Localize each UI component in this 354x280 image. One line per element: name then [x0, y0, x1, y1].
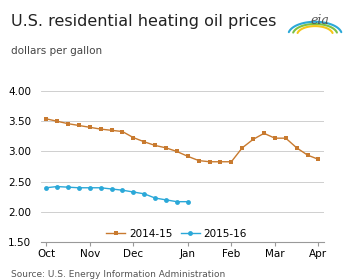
2014-15 [273, 136, 277, 140]
Text: Source: U.S. Energy Information Administration: Source: U.S. Energy Information Administ… [11, 270, 225, 279]
2014-15 [109, 129, 114, 132]
Text: dollars per gallon: dollars per gallon [11, 46, 102, 56]
2014-15 [185, 155, 190, 158]
Line: 2014-15: 2014-15 [44, 116, 321, 164]
2014-15 [240, 146, 244, 150]
2014-15 [44, 117, 48, 120]
2015-16 [66, 185, 70, 189]
2014-15 [77, 124, 81, 127]
2015-16 [109, 187, 114, 191]
2015-16 [120, 188, 125, 192]
2014-15 [196, 159, 201, 162]
2014-15 [306, 153, 310, 157]
2015-16 [87, 186, 92, 190]
2015-16 [77, 186, 81, 190]
2014-15 [262, 132, 266, 135]
2014-15 [87, 126, 92, 129]
2014-15 [175, 150, 179, 153]
Legend: 2014-15, 2015-16: 2014-15, 2015-16 [106, 228, 247, 239]
2015-16 [164, 198, 168, 202]
2015-16 [153, 196, 157, 200]
Line: 2015-16: 2015-16 [44, 184, 190, 204]
2014-15 [251, 138, 255, 141]
2014-15 [142, 140, 146, 143]
2014-15 [66, 122, 70, 125]
2014-15 [207, 160, 212, 164]
2014-15 [55, 120, 59, 123]
2015-16 [185, 200, 190, 203]
2014-15 [164, 146, 168, 150]
Text: U.S. residential heating oil prices: U.S. residential heating oil prices [11, 14, 276, 29]
2015-16 [175, 200, 179, 203]
2014-15 [98, 127, 103, 131]
2014-15 [316, 158, 321, 161]
2015-16 [44, 186, 48, 190]
2014-15 [218, 160, 223, 164]
Text: eia: eia [310, 14, 329, 27]
2014-15 [153, 144, 157, 147]
2014-15 [131, 136, 136, 139]
2014-15 [295, 146, 299, 150]
2015-16 [142, 192, 146, 195]
2014-15 [120, 130, 125, 133]
2015-16 [98, 186, 103, 190]
2015-16 [55, 185, 59, 188]
2015-16 [131, 190, 136, 194]
2014-15 [284, 136, 288, 140]
2014-15 [229, 160, 233, 164]
